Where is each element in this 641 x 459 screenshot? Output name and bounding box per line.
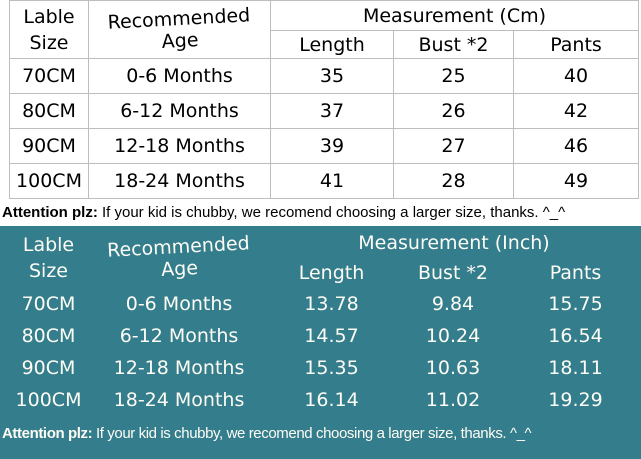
label-size-line1: Lable — [23, 5, 75, 28]
cell-pants: 49 — [512, 163, 640, 199]
cell-size: 90CM — [9, 128, 89, 164]
length-header: Length — [298, 262, 365, 284]
cell-age: 6-12 Months — [119, 325, 239, 347]
cell-age: 18-24 Months — [113, 389, 245, 411]
cell-size: 80CM — [9, 93, 89, 129]
cm-row: 100CM 18-24 Months 41 28 49 — [9, 163, 640, 199]
cell-bust: 11.02 — [425, 389, 481, 411]
cell-length: 41 — [270, 163, 394, 199]
label-size-header: Lable Size — [9, 228, 88, 288]
cell-size: 70CM — [9, 58, 89, 94]
inch-row: 100CM 18-24 Months 16.14 11.02 19.29 — [9, 384, 638, 416]
cell-pants: 15.75 — [548, 293, 603, 315]
label-size-header: Lable Size — [9, 0, 89, 59]
label-size-line2: Size — [29, 31, 69, 54]
cell-size: 100CM — [15, 389, 82, 411]
attention-note-inch: Attention plz: If your kid is chubby, we… — [0, 420, 641, 448]
bust-header: Bust *2 — [393, 30, 514, 59]
recommended-age-label: Recommended Age — [107, 3, 251, 53]
inch-header-row-1: Lable Size Recommended Age Measurement (… — [9, 228, 638, 282]
cell-length: 35 — [270, 58, 394, 94]
label-size-line1: Lable — [22, 234, 75, 256]
cm-row: 80CM 6-12 Months 37 26 42 — [9, 93, 640, 129]
inch-row: 70CM 0-6 Months 13.78 9.84 15.75 — [9, 288, 638, 320]
cell-age: 6-12 Months — [88, 93, 271, 129]
cell-length: 13.78 — [304, 293, 359, 315]
cell-bust: 28 — [393, 163, 514, 199]
pants-header: Pants — [512, 30, 640, 59]
cm-header-row-2: Length Bust *2 Pants — [10, 30, 640, 59]
cell-bust: 9.84 — [431, 293, 475, 315]
attention-text: If your kid is chubby, we recomend choos… — [97, 204, 566, 221]
cm-table: Lable Size Recommended Age Measurement (… — [9, 0, 640, 199]
attention-note-cm: Attention plz: If your kid is chubby, we… — [0, 199, 641, 227]
attention-text: If your kid is chubby, we recomend choos… — [92, 425, 532, 442]
cell-age: 18-24 Months — [88, 163, 271, 199]
cell-size: 70CM — [21, 293, 76, 315]
cell-length: 37 — [270, 93, 394, 129]
cell-pants: 42 — [512, 93, 640, 129]
measurement-inch-header: Measurement (Inch) — [358, 232, 550, 254]
cell-age: 0-6 Months — [88, 58, 271, 94]
cm-row: 90CM 12-18 Months 39 27 46 — [9, 128, 640, 164]
cell-age: 12-18 Months — [88, 128, 271, 164]
cell-age: 0-6 Months — [125, 293, 233, 315]
inch-header-row-2: Length Bust *2 Pants — [9, 258, 638, 288]
attention-label: Attention plz: — [2, 204, 98, 221]
cm-header-row-1: Lable Size Recommended Age Measurement (… — [9, 0, 640, 59]
cell-length: 39 — [270, 128, 394, 164]
cell-pants: 16.54 — [548, 325, 603, 347]
cm-row: 70CM 0-6 Months 35 25 40 — [9, 58, 640, 94]
recommended-age-header: Recommended Age — [88, 228, 270, 288]
recommended-age-header: Recommended Age — [88, 0, 271, 59]
cell-bust: 26 — [393, 93, 514, 129]
cell-size: 80CM — [21, 325, 76, 347]
inch-row: 90CM 12-18 Months 15.35 10.63 18.11 — [9, 352, 638, 384]
cell-bust: 10.63 — [425, 357, 481, 379]
attention-label: Attention plz: — [2, 425, 93, 442]
cell-length: 16.14 — [304, 389, 359, 411]
cm-section: Lable Size Recommended Age Measurement (… — [0, 0, 641, 226]
inch-table: Lable Size Recommended Age Measurement (… — [9, 228, 638, 416]
cell-length: 15.35 — [304, 357, 359, 379]
pants-header: Pants — [549, 262, 602, 284]
length-header: Length — [270, 30, 394, 59]
cell-bust: 25 — [393, 58, 514, 94]
cell-pants: 18.11 — [548, 357, 603, 379]
cell-pants: 40 — [512, 58, 640, 94]
inch-section: Lable Size Recommended Age Measurement (… — [0, 226, 641, 459]
cell-age: 12-18 Months — [113, 357, 245, 379]
measurement-cm-header: Measurement (Cm) — [269, 0, 640, 31]
bust-header: Bust *2 — [417, 262, 489, 284]
cell-bust: 10.24 — [425, 325, 481, 347]
cell-pants: 46 — [512, 128, 640, 164]
cell-bust: 27 — [393, 128, 514, 164]
cell-length: 14.57 — [304, 325, 359, 347]
cell-size: 100CM — [9, 163, 89, 199]
label-size-line2: Size — [28, 260, 68, 282]
cell-size: 90CM — [21, 357, 76, 379]
cell-pants: 19.29 — [548, 389, 603, 411]
inch-row: 80CM 6-12 Months 14.57 10.24 16.54 — [9, 320, 638, 352]
recommended-age-label: Recommended Age — [106, 232, 251, 281]
